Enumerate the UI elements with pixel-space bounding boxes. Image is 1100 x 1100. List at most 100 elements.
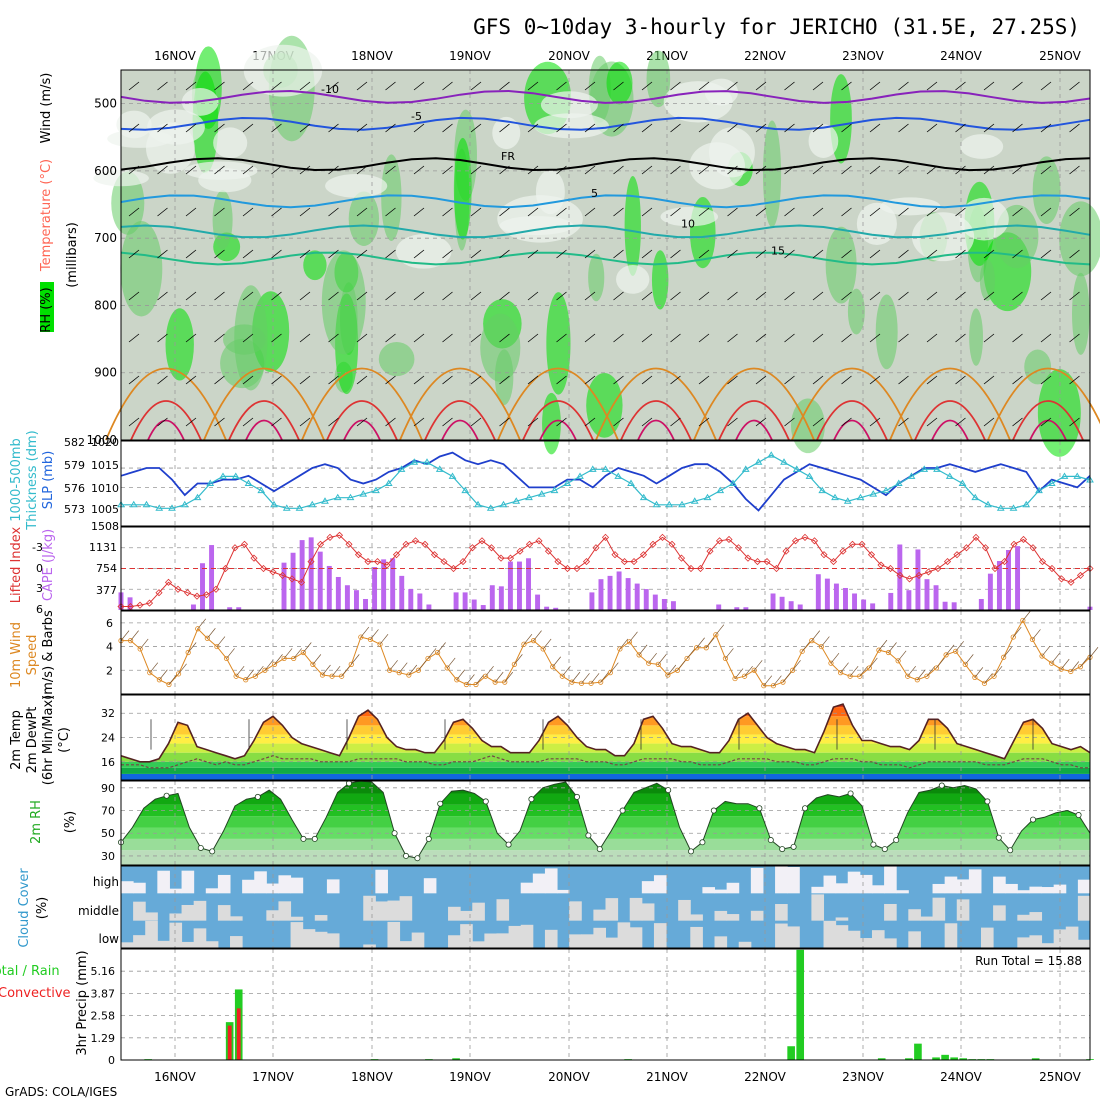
rh-point xyxy=(1007,847,1014,854)
wind-barb xyxy=(727,165,738,175)
warm-contour xyxy=(301,367,423,441)
wind-speed-point xyxy=(444,665,450,671)
rh-region xyxy=(1037,369,1081,457)
wind-speed-point xyxy=(367,636,374,643)
wind-barb-10m xyxy=(197,618,207,630)
wind-barb xyxy=(983,333,995,343)
wind-barb xyxy=(499,375,510,385)
cloud-cell xyxy=(944,923,958,948)
thickness-point xyxy=(805,472,814,479)
cloud-panel xyxy=(121,866,1091,948)
wind-barb xyxy=(727,207,738,217)
y-tick-pressure: 1000 xyxy=(86,433,117,447)
cloud-cell xyxy=(266,883,279,894)
y-tick-temp: 24 xyxy=(101,732,115,745)
lifted-index-point xyxy=(601,533,610,541)
wind-barb xyxy=(698,165,710,175)
wind-speed-point xyxy=(789,667,796,673)
cloud-cell xyxy=(956,899,970,921)
cloud-cell xyxy=(121,881,134,894)
wind-barb xyxy=(841,81,852,91)
wind-speed-point xyxy=(550,664,556,670)
wind-barb xyxy=(755,417,767,427)
wind-barb-10m xyxy=(504,671,514,683)
wind-barb xyxy=(299,417,311,427)
lifted-index-point xyxy=(297,578,306,586)
lifted-index-point xyxy=(1057,575,1066,583)
thickness-point xyxy=(231,472,240,479)
rh-point xyxy=(710,807,717,814)
rh-point xyxy=(893,837,900,844)
rh-point xyxy=(596,846,603,853)
cloud-cell xyxy=(884,903,897,921)
thickness-point xyxy=(678,500,686,508)
wind-barb xyxy=(1012,165,1023,175)
thickness-point xyxy=(703,493,712,501)
wind-barb-10m xyxy=(648,652,657,664)
wind-barb xyxy=(755,249,767,259)
wind-barb xyxy=(157,123,168,133)
thickness-line xyxy=(121,454,1091,509)
lifted-index-point xyxy=(649,540,657,548)
lifted-index-point xyxy=(839,547,847,555)
isotherm-line xyxy=(120,194,1091,209)
lifted-index-point xyxy=(174,585,182,593)
wind-barb xyxy=(955,123,966,133)
wind-barb-10m xyxy=(926,665,936,677)
wind-barb-10m xyxy=(763,675,773,686)
wind-barb xyxy=(157,207,168,217)
thickness-point xyxy=(384,479,393,486)
cloud-cell xyxy=(738,941,752,948)
x-tick-label-bottom: 17NOV xyxy=(252,1070,294,1084)
rh-region xyxy=(453,137,472,240)
cape-bar xyxy=(390,558,396,610)
wind-barb xyxy=(470,333,482,343)
wind-barb xyxy=(670,249,681,259)
wind-barb xyxy=(556,207,567,217)
wind-barb-10m xyxy=(466,674,475,685)
lifted-index-point xyxy=(953,551,961,559)
lifted-index-point xyxy=(373,558,382,566)
lifted-index-point xyxy=(696,564,705,573)
rh-panel xyxy=(118,780,1091,865)
y-tick-temp: 16 xyxy=(101,756,115,769)
rh-point xyxy=(437,800,444,807)
lifted-index-point xyxy=(145,599,154,607)
rh-point xyxy=(665,787,672,794)
wind-barb xyxy=(955,417,966,427)
wind-barb xyxy=(784,123,795,133)
thickness-point xyxy=(792,465,801,472)
thickness-point xyxy=(996,504,1005,511)
wind-barb-10m xyxy=(216,636,226,647)
lifted-index-point xyxy=(573,564,581,573)
isotherm-label: 10 xyxy=(681,217,695,230)
wind-barb xyxy=(727,249,738,259)
warm-contour xyxy=(889,367,1011,441)
wind-barb-10m xyxy=(734,668,744,679)
warm-contour xyxy=(816,400,888,441)
x-tick-label-bottom: 21NOV xyxy=(646,1070,688,1084)
precip-bar xyxy=(796,949,805,1060)
label-cloud-unit: (%) xyxy=(35,897,50,920)
wind-speed-point xyxy=(329,673,335,679)
cape-bar xyxy=(471,599,477,610)
cloud-cell xyxy=(775,866,788,894)
convective-bar xyxy=(236,1008,241,1060)
convective-bar xyxy=(227,1025,232,1060)
rh-band xyxy=(121,793,1090,805)
wind-barb xyxy=(527,333,539,343)
y-tick-cloud: middle xyxy=(78,904,119,918)
cloud-cell xyxy=(278,875,292,894)
wind-barb xyxy=(1069,291,1080,301)
wind-barb xyxy=(214,249,225,259)
cloud-cell xyxy=(314,915,328,921)
cloud-cell xyxy=(1065,926,1079,948)
cloud-cell xyxy=(702,887,716,894)
lifted-index-point xyxy=(706,547,714,555)
cloud-cell xyxy=(387,921,401,948)
wind-barb xyxy=(1069,333,1080,343)
wind-barb xyxy=(698,249,710,259)
lifted-index-point xyxy=(430,551,439,559)
wind-barb xyxy=(1012,123,1023,133)
wind-barb xyxy=(955,291,966,301)
